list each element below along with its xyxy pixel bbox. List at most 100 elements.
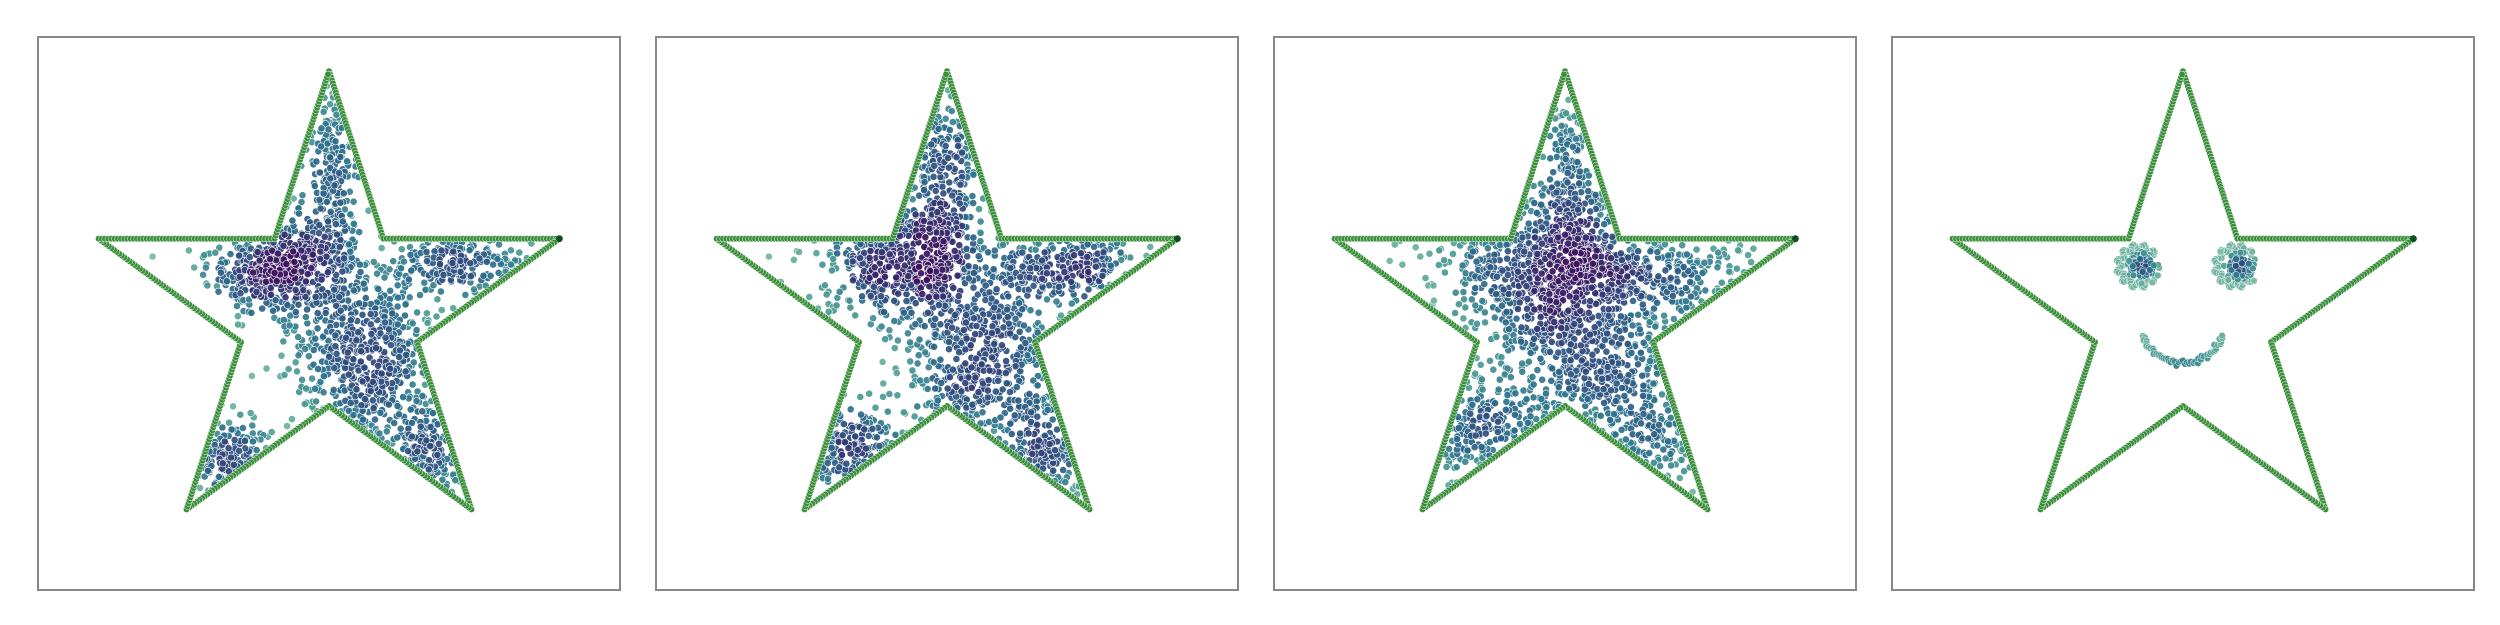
data-point <box>917 269 925 278</box>
data-point <box>397 245 406 254</box>
data-point <box>932 292 941 301</box>
data-point <box>873 433 881 442</box>
data-point <box>1003 379 1011 388</box>
data-point <box>436 260 444 268</box>
data-point <box>326 174 335 183</box>
data-point <box>368 396 377 405</box>
data-point <box>1052 297 1061 306</box>
data-point <box>360 363 369 372</box>
data-point <box>203 466 212 475</box>
data-point <box>274 249 282 258</box>
data-point <box>390 419 399 427</box>
boundary-point <box>324 70 332 78</box>
data-point <box>321 308 330 317</box>
data-point <box>1038 274 1046 283</box>
data-point <box>911 320 920 329</box>
data-point <box>891 430 900 439</box>
data-point <box>1692 245 1701 254</box>
data-point <box>943 384 952 393</box>
data-point <box>879 379 888 388</box>
data-point <box>435 439 443 448</box>
data-point <box>933 208 942 217</box>
data-point <box>858 292 866 301</box>
data-point <box>436 287 445 296</box>
data-point <box>396 424 405 433</box>
data-point <box>946 126 954 134</box>
data-point <box>1055 274 1063 283</box>
data-point <box>952 355 961 363</box>
data-point <box>934 124 943 133</box>
data-point <box>950 247 959 255</box>
data-point <box>851 432 860 441</box>
data-point <box>1421 274 1430 282</box>
data-point <box>408 319 417 328</box>
data-point <box>1562 109 1570 118</box>
data-point <box>849 276 857 285</box>
data-point <box>969 246 977 255</box>
data-point <box>795 248 803 256</box>
data-point <box>335 243 344 251</box>
data-point <box>916 376 924 385</box>
data-point <box>902 242 911 250</box>
data-point <box>842 459 851 468</box>
data-point <box>439 270 448 279</box>
data-point <box>1459 314 1468 323</box>
data-point <box>969 170 978 179</box>
data-point <box>423 257 431 266</box>
data-point <box>301 313 310 321</box>
data-point <box>1028 449 1037 458</box>
data-point <box>948 323 956 332</box>
data-point <box>325 352 333 361</box>
data-point <box>412 397 421 405</box>
data-point <box>913 359 922 368</box>
data-point <box>1044 421 1053 430</box>
data-point <box>922 276 931 284</box>
data-point <box>868 424 877 433</box>
data-point <box>981 281 990 290</box>
data-point <box>1658 390 1666 399</box>
data-point <box>247 371 256 380</box>
data-point <box>1489 365 1498 374</box>
data-point <box>331 342 340 351</box>
panel-1-plot <box>95 67 563 513</box>
data-point <box>1051 446 1059 455</box>
data-point <box>377 244 386 252</box>
data-point <box>408 432 416 441</box>
data-point <box>975 205 983 213</box>
data-point <box>908 366 917 375</box>
data-point <box>279 241 288 250</box>
data-point <box>330 181 339 190</box>
data-point <box>340 254 348 263</box>
data-point <box>954 142 962 150</box>
data-point <box>1025 390 1034 398</box>
data-point <box>355 228 364 236</box>
data-point <box>948 118 957 126</box>
data-point <box>885 250 894 259</box>
data-point <box>283 422 291 430</box>
data-point <box>881 335 890 344</box>
data-point <box>332 349 341 358</box>
data-point <box>964 274 973 283</box>
data-point <box>426 442 435 450</box>
data-point <box>906 357 915 366</box>
data-point <box>308 374 316 383</box>
data-point <box>437 246 446 255</box>
data-point <box>890 317 899 325</box>
data-point <box>323 268 332 277</box>
data-point <box>1033 420 1042 429</box>
data-point <box>1476 360 1485 369</box>
data-point <box>860 425 869 434</box>
data-point <box>1098 271 1107 280</box>
data-point <box>335 293 344 301</box>
data-point <box>297 198 306 206</box>
data-point <box>921 348 930 357</box>
data-point <box>1106 261 1115 270</box>
data-point <box>326 153 334 162</box>
data-point <box>226 250 235 258</box>
data-point <box>493 255 502 263</box>
data-point <box>907 308 916 317</box>
data-point <box>298 375 306 384</box>
data-point <box>386 286 395 295</box>
data-point <box>821 281 829 290</box>
data-point <box>309 346 318 354</box>
